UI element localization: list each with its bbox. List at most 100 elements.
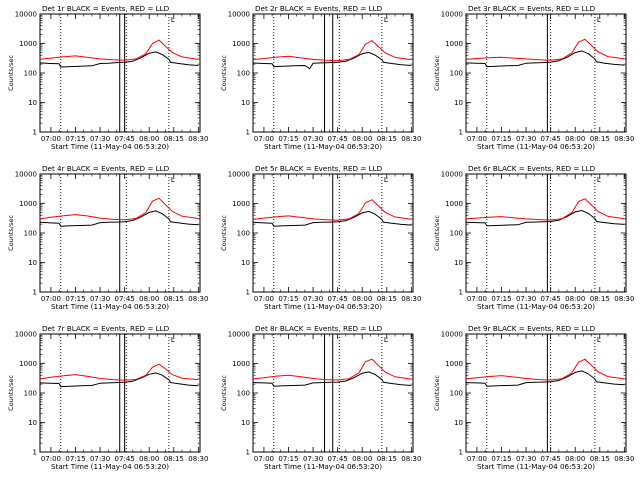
x-tick-label: 07:15 xyxy=(278,135,298,143)
x-tick-label: 07:45 xyxy=(541,455,561,463)
series-line-lld xyxy=(39,363,199,381)
plot-title: Det 6r BLACK = Events, RED = LLD xyxy=(468,164,596,173)
x-tick-label: 08:30 xyxy=(188,135,208,143)
x-tick-label: 08:00 xyxy=(139,295,159,303)
y-tick-label: 10 xyxy=(28,259,37,267)
x-tick-label: 08:15 xyxy=(377,455,397,463)
y-tick-label: 1000 xyxy=(445,200,463,208)
series-line-lld xyxy=(252,39,412,62)
series-line-events xyxy=(465,370,625,387)
x-tick-label: 07:45 xyxy=(115,295,135,303)
x-tick-label: 07:15 xyxy=(65,295,85,303)
marker-label: L xyxy=(384,176,388,184)
y-tick-label: 100 xyxy=(237,390,250,398)
x-tick-label: 07:45 xyxy=(115,455,135,463)
x-axis-label: Start Time (11-May-04 06:53:20) xyxy=(264,142,382,151)
y-tick-label: 10000 xyxy=(15,171,37,179)
x-tick-label: 07:30 xyxy=(516,135,536,143)
y-tick-label: 1 xyxy=(246,449,250,457)
y-tick-label: 100 xyxy=(24,390,37,398)
x-tick-label: 08:00 xyxy=(352,135,372,143)
y-axis-label: Counts/sec xyxy=(7,55,15,91)
x-tick-label: 07:00 xyxy=(467,455,487,463)
y-tick-label: 1 xyxy=(459,449,463,457)
x-tick-label: 07:00 xyxy=(254,455,274,463)
series-line-lld xyxy=(465,38,625,61)
x-tick-label: 07:45 xyxy=(328,455,348,463)
y-tick-label: 1000 xyxy=(445,40,463,48)
x-tick-label: 07:00 xyxy=(41,295,61,303)
x-tick-label: 08:15 xyxy=(377,135,397,143)
x-tick-label: 07:30 xyxy=(303,135,323,143)
y-tick-label: 1000 xyxy=(232,200,250,208)
y-tick-label: 10000 xyxy=(228,331,250,339)
marker-label: L xyxy=(597,16,601,24)
y-tick-label: 1 xyxy=(33,449,37,457)
series-line-events xyxy=(39,372,199,388)
plot-title: Det 7r BLACK = Events, RED = LLD xyxy=(42,324,170,333)
x-tick-label: 08:15 xyxy=(590,295,610,303)
detector-panel-9: Det 9r BLACK = Events, RED = LLD 1 10 100 10… xyxy=(433,324,634,471)
series-line-lld xyxy=(39,39,199,61)
series-line-events xyxy=(252,51,412,70)
detector-panel-1: Det 1r BLACK = Events, RED = LLD 1 10 100 10… xyxy=(7,4,208,151)
x-tick-label: 08:30 xyxy=(401,135,421,143)
x-tick-label: 07:15 xyxy=(491,135,511,143)
x-tick-label: 08:15 xyxy=(164,135,184,143)
y-tick-label: 1000 xyxy=(445,360,463,368)
y-tick-label: 100 xyxy=(237,230,250,238)
series-line-events xyxy=(39,51,199,68)
y-tick-label: 10 xyxy=(454,259,463,267)
y-tick-label: 10 xyxy=(28,419,37,427)
x-axis-label: Start Time (11-May-04 06:53:20) xyxy=(51,142,169,151)
detector-panel-3: Det 3r BLACK = Events, RED = LLD 1 10 100 10… xyxy=(433,4,634,151)
series-line-events xyxy=(39,210,199,227)
y-tick-label: 10000 xyxy=(228,11,250,19)
series-line-lld xyxy=(252,358,412,381)
y-tick-label: 1 xyxy=(459,289,463,297)
x-axis-label: Start Time (11-May-04 06:53:20) xyxy=(51,462,169,471)
x-tick-label: 08:00 xyxy=(565,455,585,463)
x-tick-label: 08:00 xyxy=(565,295,585,303)
y-tick-label: 10000 xyxy=(441,11,463,19)
plot-frame xyxy=(465,173,627,293)
y-tick-label: 10 xyxy=(28,99,37,107)
x-tick-label: 07:45 xyxy=(328,135,348,143)
series-line-events xyxy=(465,50,625,68)
y-tick-label: 1 xyxy=(459,129,463,137)
x-tick-label: 08:00 xyxy=(565,135,585,143)
y-tick-label: 10 xyxy=(241,99,250,107)
x-axis-label: Start Time (11-May-04 06:53:20) xyxy=(264,302,382,311)
x-tick-label: 07:30 xyxy=(90,295,110,303)
plot-frame xyxy=(465,13,627,133)
plot-title: Det 5r BLACK = Events, RED = LLD xyxy=(255,164,383,173)
plot-title: Det 4r BLACK = Events, RED = LLD xyxy=(42,164,170,173)
y-axis-label: Counts/sec xyxy=(433,215,441,251)
y-tick-label: 100 xyxy=(24,230,37,238)
x-tick-label: 08:30 xyxy=(614,295,634,303)
y-tick-label: 100 xyxy=(450,70,463,78)
x-tick-label: 08:30 xyxy=(188,455,208,463)
marker-label: L xyxy=(171,176,175,184)
marker-label: L xyxy=(597,176,601,184)
x-tick-label: 07:00 xyxy=(467,295,487,303)
x-tick-label: 07:00 xyxy=(41,135,61,143)
x-tick-label: 08:15 xyxy=(377,295,397,303)
x-tick-label: 07:45 xyxy=(115,135,135,143)
plot-title: Det 9r BLACK = Events, RED = LLD xyxy=(468,324,596,333)
x-tick-label: 07:30 xyxy=(303,295,323,303)
x-axis-label: Start Time (11-May-04 06:53:20) xyxy=(477,302,595,311)
y-axis-label: Counts/sec xyxy=(7,215,15,251)
x-tick-label: 07:45 xyxy=(541,135,561,143)
y-tick-label: 100 xyxy=(450,390,463,398)
x-tick-label: 07:15 xyxy=(65,135,85,143)
plot-title: Det 2r BLACK = Events, RED = LLD xyxy=(255,4,383,13)
series-line-lld xyxy=(465,198,625,221)
y-tick-label: 10000 xyxy=(15,331,37,339)
marker-label: L xyxy=(171,16,175,24)
series-line-events xyxy=(252,210,412,227)
x-tick-label: 08:15 xyxy=(164,295,184,303)
x-tick-label: 07:15 xyxy=(65,455,85,463)
series-line-lld xyxy=(39,197,199,221)
detector-panel-4: Det 4r BLACK = Events, RED = LLD 1 10 100 10… xyxy=(7,164,208,311)
